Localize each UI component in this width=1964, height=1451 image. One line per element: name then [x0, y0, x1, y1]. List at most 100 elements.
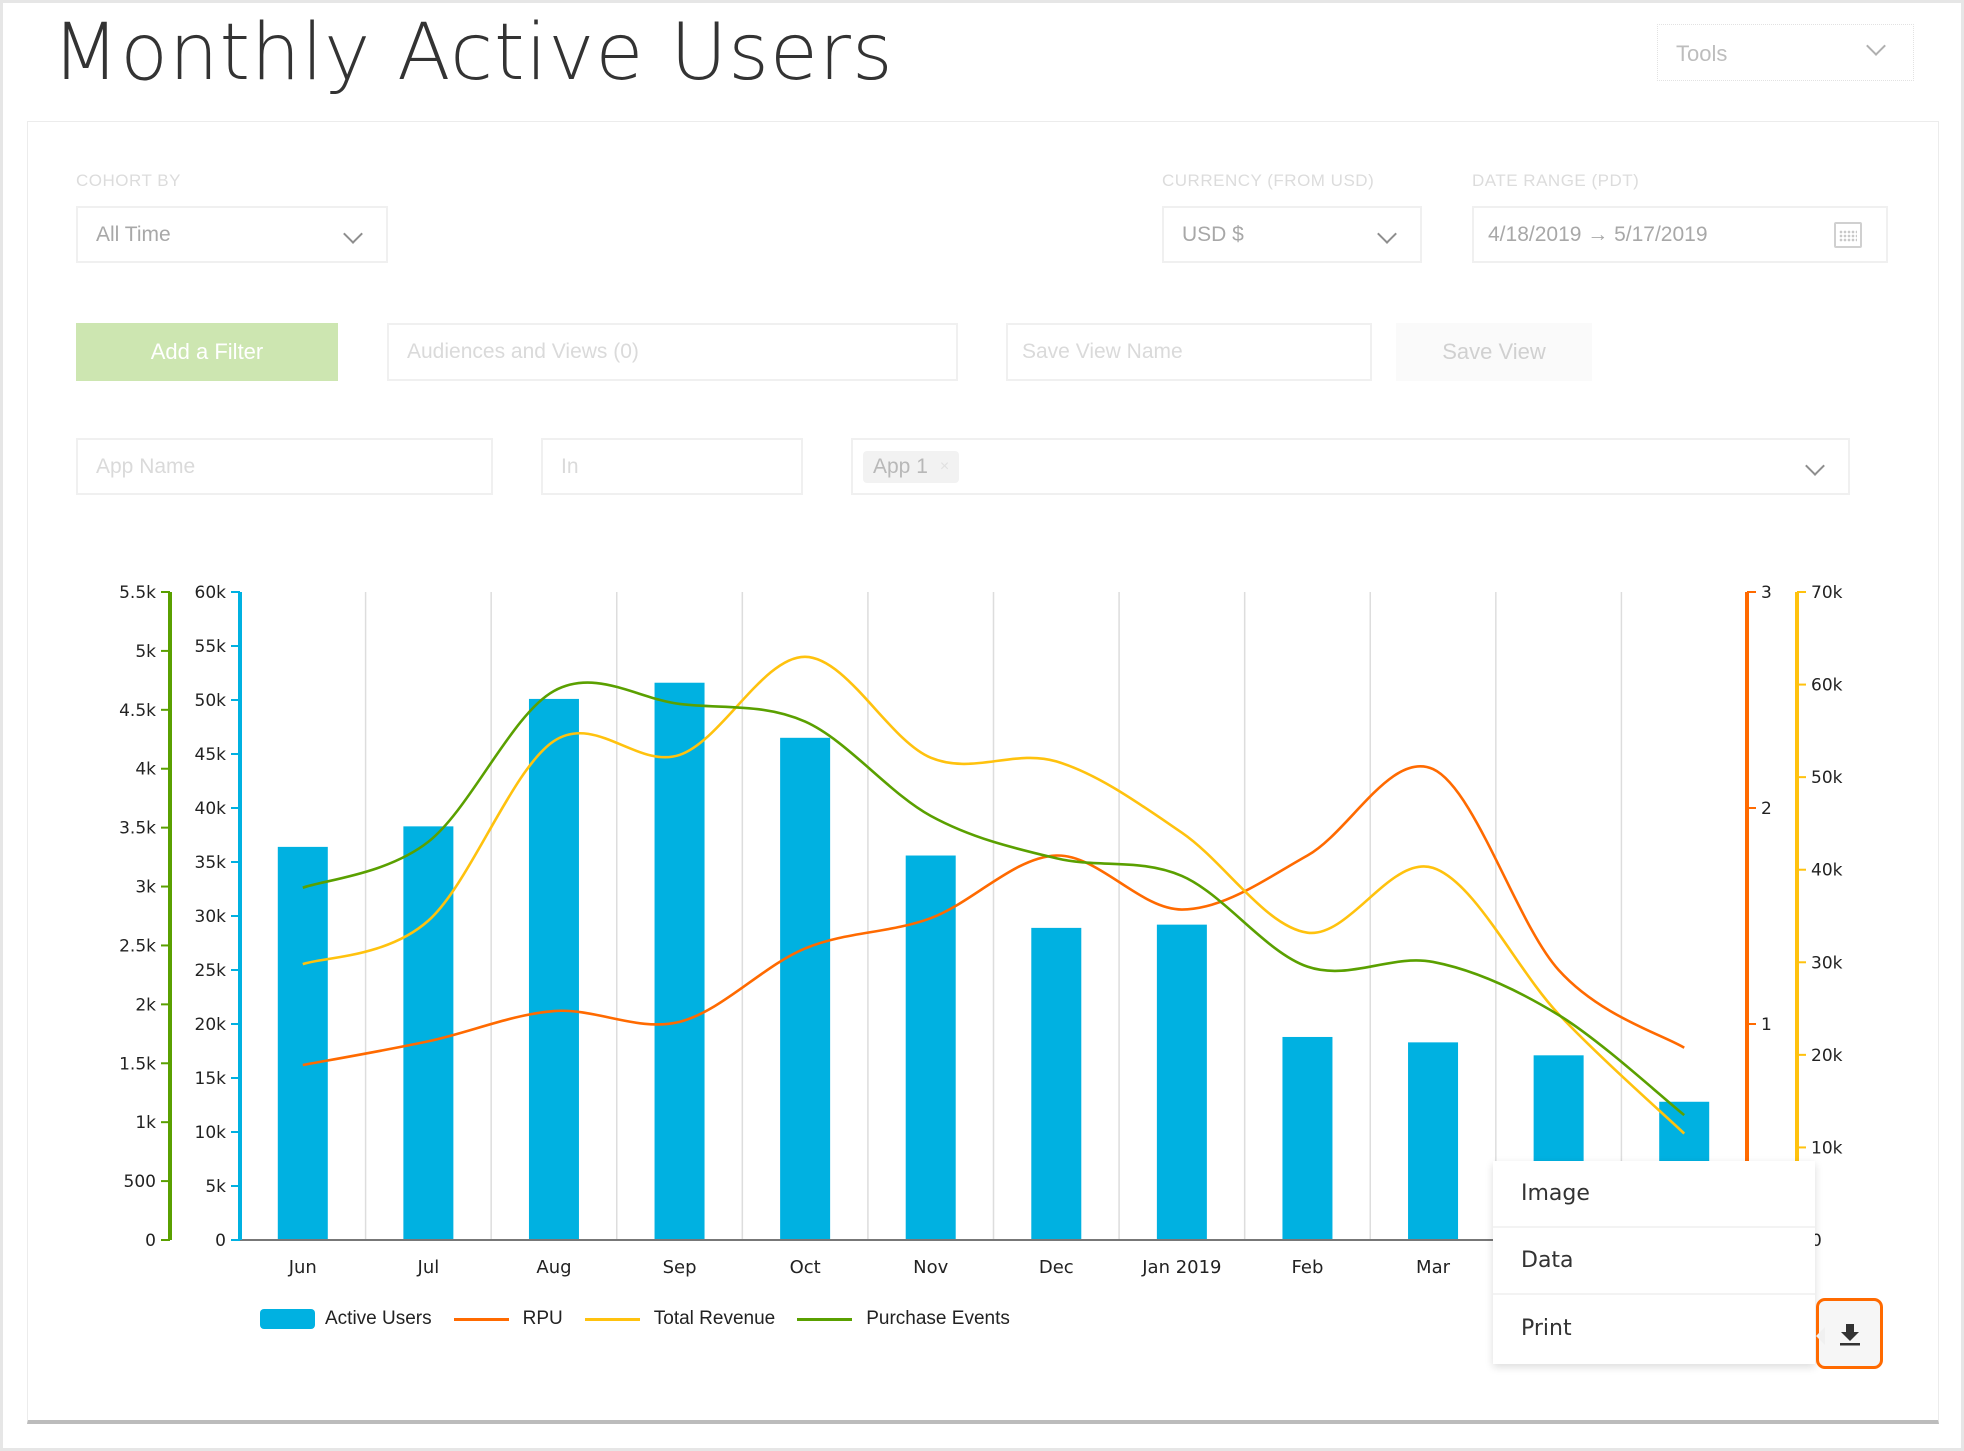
tools-dropdown[interactable]: Tools — [1657, 24, 1914, 81]
bar-active-users — [780, 737, 831, 1240]
add-filter-button[interactable]: Add a Filter — [76, 323, 338, 381]
export-menu-item-data[interactable]: Data — [1493, 1228, 1815, 1295]
bar-active-users — [403, 826, 454, 1240]
axis-tick-label: 15k — [195, 1069, 227, 1089]
cohort-select[interactable]: All Time — [76, 206, 388, 263]
x-tick-label: Jul — [417, 1257, 440, 1278]
legend-item-purchase-events[interactable]: Purchase Events — [797, 1308, 1010, 1330]
axis-tick-label: 45k — [195, 745, 227, 765]
axis-tick-label: 70k — [1811, 583, 1843, 603]
legend-label: Total Revenue — [653, 1308, 776, 1329]
x-tick-label: Sep — [663, 1257, 697, 1278]
cohort-label: COHORT BY — [76, 171, 181, 190]
axis-tick-label: 4k — [135, 760, 156, 780]
legend-item-active-users[interactable]: Active Users — [260, 1308, 432, 1330]
axis-tick-label: 2 — [1761, 799, 1772, 819]
cohort-value: All Time — [96, 222, 171, 246]
x-tick-label: Mar — [1416, 1257, 1451, 1278]
export-button[interactable] — [1816, 1298, 1883, 1369]
currency-value: USD $ — [1182, 222, 1244, 246]
chart-legend: Active Users RPU Total Revenue Purchase … — [260, 1308, 1032, 1330]
x-tick-label: Dec — [1039, 1257, 1074, 1278]
x-tick-label: Nov — [913, 1257, 948, 1278]
page-title: Monthly Active Users — [52, 8, 894, 98]
x-tick-label: Aug — [536, 1257, 571, 1278]
line-purchase-events — [302, 681, 1686, 1117]
axis-tick-label: 2.5k — [119, 936, 156, 956]
save-view-button[interactable]: Save View — [1396, 323, 1592, 381]
axis-tick-label: 25k — [195, 961, 227, 981]
audiences-views-select[interactable]: Audiences and Views (0) — [387, 323, 958, 381]
axis-tick-label: 5k — [135, 642, 156, 662]
export-menu-item-image[interactable]: Image — [1493, 1161, 1815, 1228]
axis-tick-label: 1.5k — [119, 1054, 156, 1074]
export-menu: Image Data Print — [1493, 1161, 1815, 1364]
currency-select[interactable]: USD $ — [1162, 206, 1422, 263]
axis-tick-label: 0 — [1811, 1231, 1822, 1251]
axis-tick-label: 20k — [1811, 1046, 1843, 1066]
x-tick-label: Jan 2019 — [1141, 1257, 1221, 1278]
legend-item-total-revenue[interactable]: Total Revenue — [584, 1308, 776, 1330]
axis-tick-label: 40k — [195, 799, 227, 819]
app-name-placeholder: App Name — [96, 454, 196, 478]
axis-tick-label: 20k — [195, 1015, 227, 1035]
axis-tick-label: 500 — [124, 1172, 156, 1192]
bar-active-users — [1156, 924, 1207, 1240]
x-tick-label: Feb — [1292, 1257, 1324, 1278]
axis-tick-label: 5.5k — [119, 583, 156, 603]
app-name-field[interactable]: App Name — [76, 438, 493, 495]
save-view-name-input[interactable]: Save View Name — [1006, 323, 1372, 381]
bar-active-users — [1408, 1042, 1459, 1240]
axis-tick-label: 3.5k — [119, 819, 156, 839]
bar-active-users — [654, 682, 705, 1240]
legend-swatch-purchase-events — [797, 1317, 853, 1321]
legend-swatch-active-users — [260, 1309, 315, 1329]
axis-tick-label: 3 — [1761, 583, 1772, 603]
line-total-revenue — [302, 655, 1686, 1135]
tools-label: Tools — [1676, 41, 1728, 66]
axis-tick-label: 30k — [1811, 953, 1843, 973]
legend-swatch-total-revenue — [584, 1317, 640, 1321]
export-menu-item-print[interactable]: Print — [1521, 1316, 1572, 1341]
download-icon — [1839, 1323, 1860, 1345]
x-tick-label: Oct — [790, 1257, 821, 1278]
axis-tick-label: 4.5k — [119, 701, 156, 721]
axis-tick-label: 0 — [145, 1231, 156, 1251]
axis-tick-label: 60k — [1811, 676, 1843, 696]
app-values-select[interactable]: App 1 × — [851, 438, 1850, 495]
axis-tick-label: 10k — [1811, 1138, 1843, 1158]
line-rpu — [302, 765, 1685, 1067]
x-tick-label: Jun — [288, 1257, 317, 1278]
date-range-label: DATE RANGE (PDT) — [1472, 171, 1640, 190]
date-range-input[interactable]: 4/18/2019 → 5/17/2019 — [1472, 206, 1888, 263]
legend-label: RPU — [522, 1308, 563, 1329]
axis-tick-label: 2k — [135, 995, 156, 1015]
legend-label: Active Users — [325, 1308, 432, 1329]
operator-placeholder: In — [561, 454, 579, 478]
legend-item-rpu[interactable]: RPU — [453, 1308, 563, 1330]
legend-swatch-rpu — [453, 1317, 509, 1321]
legend-label: Purchase Events — [866, 1308, 1010, 1329]
axis-tick-label: 50k — [195, 691, 227, 711]
bar-active-users — [1031, 927, 1082, 1240]
axis-tick-label: 10k — [195, 1123, 227, 1143]
axis-tick-label: 30k — [195, 907, 227, 927]
bar-active-users — [1282, 1036, 1333, 1240]
calendar-icon[interactable] — [1834, 222, 1862, 248]
axis-tick-label: 50k — [1811, 768, 1843, 788]
axis-tick-label: 35k — [195, 853, 227, 873]
bar-active-users — [905, 855, 956, 1240]
axis-tick-label: 55k — [195, 637, 227, 657]
chip-remove-icon[interactable]: × — [939, 457, 950, 475]
axis-tick-label: 1k — [135, 1113, 156, 1133]
axis-tick-label: 3k — [135, 878, 156, 898]
date-range-value: 4/18/2019 → 5/17/2019 — [1488, 222, 1708, 246]
bar-active-users — [528, 698, 579, 1240]
bar-active-users — [277, 846, 328, 1240]
report-panel — [27, 121, 1939, 1424]
operator-field[interactable]: In — [541, 438, 803, 495]
selected-app-chip: App 1 × — [863, 450, 960, 483]
axis-tick-label: 60k — [195, 583, 227, 603]
audiences-placeholder: Audiences and Views (0) — [407, 340, 639, 363]
